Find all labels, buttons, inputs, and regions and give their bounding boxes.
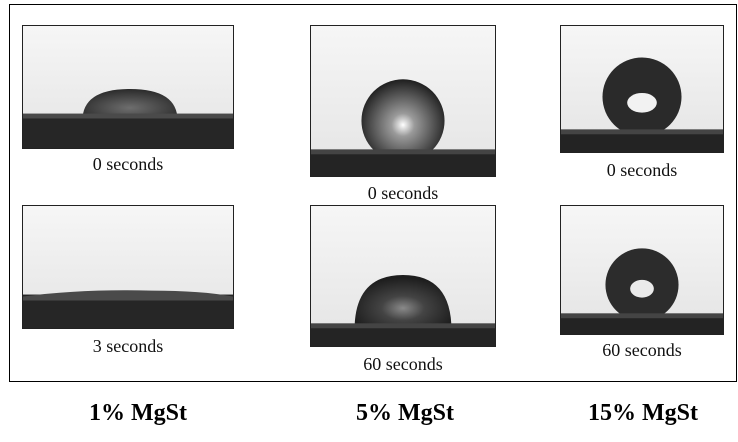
droplet-photo-15pct-0s (560, 25, 724, 153)
frame-caption: 0 seconds (92, 154, 164, 174)
frame-caption: 60 seconds (602, 340, 682, 360)
droplet-photo-1pct-3s (22, 205, 234, 329)
droplet-photo-5pct-60s (310, 205, 496, 347)
group-label-5pct: 5% MgSt (356, 400, 454, 426)
droplet-photo-1pct-0s (22, 25, 234, 149)
droplet-photo-15pct-60s (560, 205, 724, 335)
frame-caption: 0 seconds (367, 183, 439, 203)
frame-caption: 60 seconds (363, 354, 443, 374)
group-label-15pct: 15% MgSt (588, 400, 698, 426)
frame-caption: 0 seconds (606, 160, 678, 180)
frame-caption: 3 seconds (92, 336, 164, 356)
group-label-1pct: 1% MgSt (89, 400, 187, 426)
droplet-photo-5pct-0s (310, 25, 496, 177)
